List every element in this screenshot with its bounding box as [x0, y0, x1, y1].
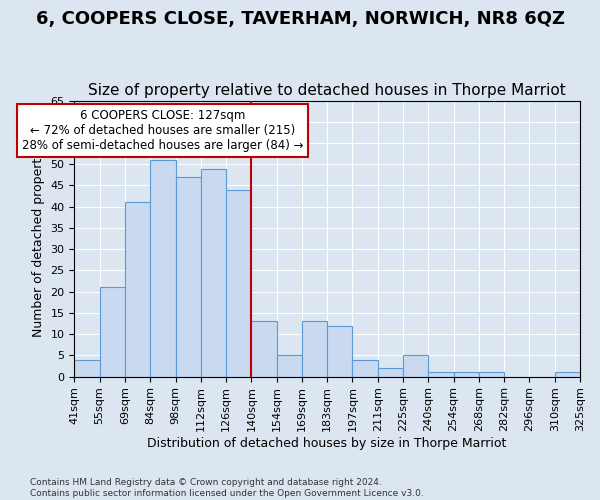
Bar: [277, 356, 302, 376]
Bar: [403, 356, 428, 376]
Bar: [125, 202, 150, 376]
Bar: [226, 190, 251, 376]
Bar: [74, 360, 100, 376]
Bar: [454, 372, 479, 376]
Bar: [150, 160, 176, 376]
Text: 6, COOPERS CLOSE, TAVERHAM, NORWICH, NR8 6QZ: 6, COOPERS CLOSE, TAVERHAM, NORWICH, NR8…: [35, 10, 565, 28]
Y-axis label: Number of detached properties: Number of detached properties: [32, 140, 45, 337]
Bar: [555, 372, 580, 376]
Bar: [479, 372, 504, 376]
Bar: [352, 360, 378, 376]
Bar: [251, 322, 277, 376]
Bar: [176, 177, 201, 376]
Bar: [378, 368, 403, 376]
X-axis label: Distribution of detached houses by size in Thorpe Marriot: Distribution of detached houses by size …: [148, 437, 507, 450]
Bar: [201, 168, 226, 376]
Bar: [327, 326, 352, 376]
Text: 6 COOPERS CLOSE: 127sqm
← 72% of detached houses are smaller (215)
28% of semi-d: 6 COOPERS CLOSE: 127sqm ← 72% of detache…: [22, 109, 304, 152]
Bar: [428, 372, 454, 376]
Title: Size of property relative to detached houses in Thorpe Marriot: Size of property relative to detached ho…: [88, 83, 566, 98]
Bar: [302, 322, 327, 376]
Bar: [100, 288, 125, 376]
Text: Contains HM Land Registry data © Crown copyright and database right 2024.
Contai: Contains HM Land Registry data © Crown c…: [30, 478, 424, 498]
